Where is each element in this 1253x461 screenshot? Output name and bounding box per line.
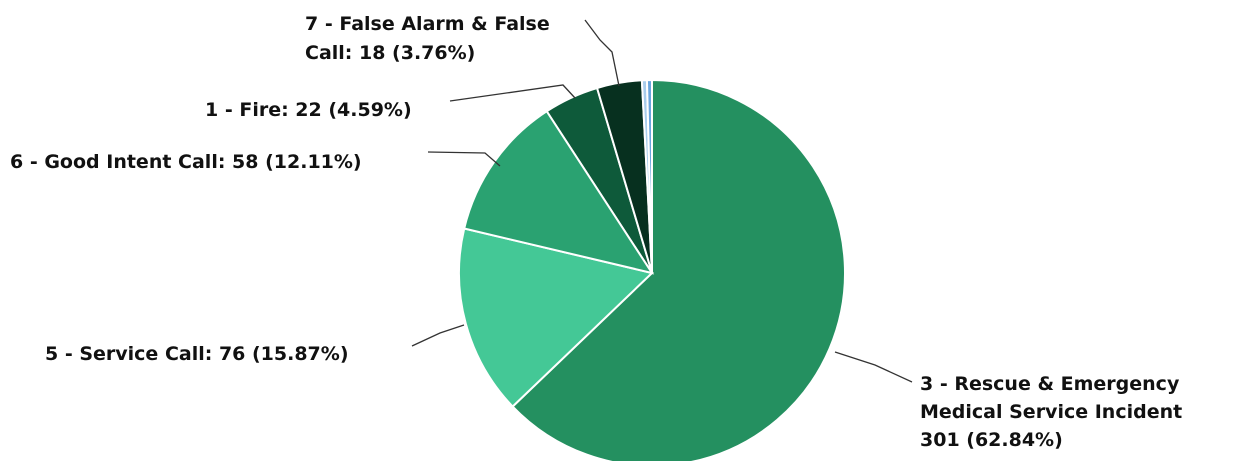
label-service-call: 5 - Service Call: 76 (15.87%) [45,343,349,365]
leader-lines [411,19,913,383]
leader-line-false-alarm [584,19,620,87]
label-rescue-line1: 3 - Rescue & Emergency [920,373,1180,395]
leader-line-fire [449,84,576,102]
label-rescue-line2: Medical Service Incident [920,401,1182,423]
leader-line-service [411,324,465,347]
data-labels: 3 - Rescue & Emergency Medical Service I… [10,13,1182,451]
pie-slice-6-good-intent-call [463,109,655,275]
label-fire: 1 - Fire: 22 (4.59%) [205,99,412,121]
leader-line-good-intent [427,151,501,167]
pie-slice-5-service-call [458,227,655,408]
label-false-alarm-line2: Call: 18 (3.76%) [305,42,475,64]
pie-slices [458,78,846,461]
label-good-intent-call: 6 - Good Intent Call: 58 (12.11%) [10,151,362,173]
leader-line-rescue [834,351,913,383]
label-false-alarm-line1: 7 - False Alarm & False [305,13,550,35]
label-rescue-line3: 301 (62.84%) [920,429,1063,451]
